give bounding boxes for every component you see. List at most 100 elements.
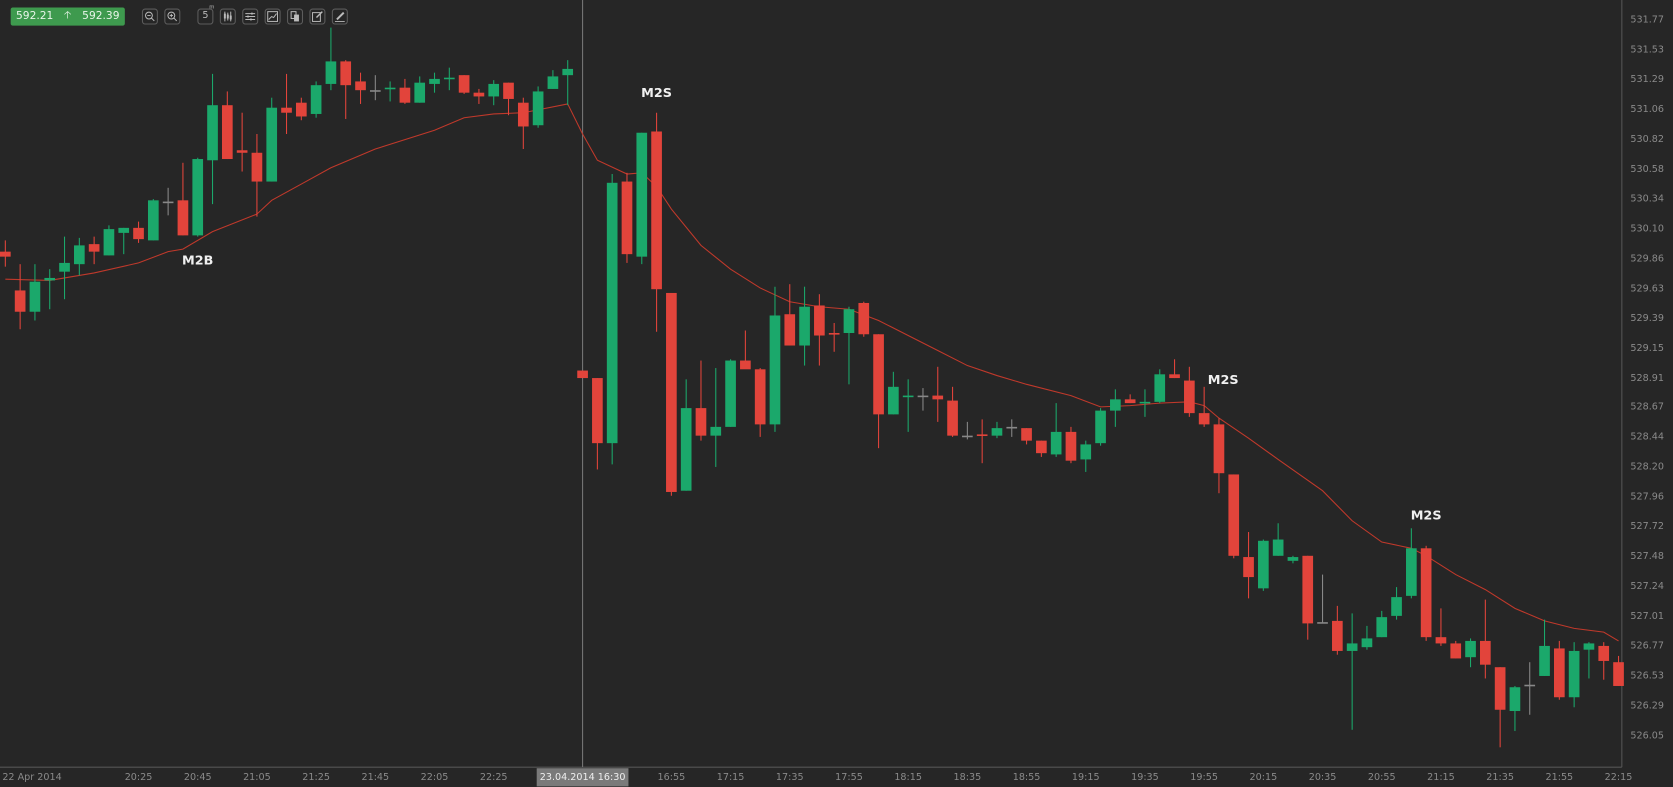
candle-body: [118, 227, 130, 233]
candle: [1613, 655, 1624, 686]
candle: [473, 88, 485, 104]
candle: [340, 60, 352, 119]
candle-body: [710, 426, 722, 436]
candle: [1080, 440, 1092, 472]
zoom-out-icon: [145, 11, 155, 21]
candle-body: [1598, 645, 1610, 661]
candle: [517, 97, 529, 150]
price-tick-label: 531.29: [1630, 74, 1664, 86]
zoom-out-button[interactable]: [141, 8, 158, 25]
candle: [932, 366, 944, 422]
indicators-button[interactable]: [264, 8, 281, 25]
candle-body: [177, 200, 189, 236]
candle: [1258, 539, 1269, 591]
candle-body: [133, 227, 144, 240]
candle: [1243, 532, 1254, 599]
price-tick-label: 530.82: [1630, 134, 1664, 145]
edit-button[interactable]: [309, 8, 326, 25]
candle: [0, 240, 11, 267]
candle: [784, 284, 796, 346]
candle-body: [902, 395, 914, 398]
candle: [1583, 642, 1595, 679]
candle-body: [666, 292, 677, 492]
candle-body: [503, 82, 514, 99]
moving-average-line: [582, 133, 1619, 642]
candle: [1110, 389, 1121, 427]
candle-body: [488, 83, 500, 97]
candle: [295, 97, 307, 121]
candle: [29, 264, 41, 321]
candle-body: [1406, 548, 1417, 596]
copy-button[interactable]: [287, 8, 304, 25]
candle-body: [1554, 648, 1565, 698]
candle-body: [888, 386, 899, 415]
arrow-up-icon: 🡡: [63, 9, 72, 21]
chart-type-button[interactable]: [219, 8, 236, 25]
candle-body: [221, 105, 233, 160]
price-tick-label: 528.67: [1630, 402, 1664, 414]
candle-body: [1124, 399, 1136, 404]
candle: [133, 221, 144, 243]
candle: [814, 294, 825, 366]
time-tick-label: 18:15: [894, 772, 922, 784]
candle-body: [1139, 401, 1151, 404]
signal-annotation: M2S: [1410, 508, 1442, 524]
price-tick-label: 526.53: [1630, 671, 1664, 682]
candle: [592, 378, 603, 470]
candle-body: [1361, 638, 1373, 648]
candle: [1095, 408, 1106, 446]
quote-box[interactable]: 592.21 🡡 592.39: [10, 6, 125, 26]
candle-body: [1169, 374, 1180, 379]
candle: [1554, 640, 1565, 700]
draw-button[interactable]: [331, 8, 348, 25]
candle-body: [873, 334, 884, 415]
candle-body: [73, 245, 85, 265]
candle-body: [1450, 643, 1462, 659]
candle: [1450, 640, 1462, 659]
candle: [488, 80, 500, 106]
candle: [828, 322, 840, 352]
candle: [1287, 555, 1299, 564]
candle: [1154, 369, 1166, 404]
time-tick-label: 17:15: [716, 772, 745, 784]
time-tick-label: 22:05: [420, 772, 449, 784]
indicator-chart-icon: [267, 10, 278, 22]
candle-body: [932, 395, 944, 400]
candle: [902, 379, 914, 432]
candle-body: [532, 91, 544, 126]
time-tick-label: 21:55: [1545, 772, 1574, 784]
candle-body: [547, 76, 559, 89]
time-tick-label: 18:35: [953, 772, 982, 784]
candle: [429, 72, 440, 93]
candle-body: [651, 131, 662, 290]
candle-body: [14, 290, 26, 312]
candle-body: [281, 107, 292, 113]
time-tick-label: 22 Apr 2014: [2, 772, 62, 784]
candle-body: [769, 315, 781, 425]
zoom-in-button[interactable]: [164, 8, 181, 25]
candle: [740, 330, 751, 370]
candle: [147, 199, 159, 241]
ask-price: 592.39: [82, 10, 120, 22]
candle-body: [843, 309, 855, 334]
candle-body: [1317, 622, 1328, 624]
candle: [221, 91, 233, 160]
candle-body: [1184, 380, 1195, 414]
candle-body: [1287, 557, 1299, 561]
timeframe-unit: m: [209, 3, 215, 11]
candle: [666, 292, 677, 496]
price-tick-label: 528.91: [1630, 372, 1664, 384]
candle: [1480, 599, 1491, 679]
price-tick-label: 530.58: [1630, 164, 1664, 175]
candle: [88, 236, 100, 265]
candle: [1317, 574, 1328, 624]
timeframe-value: 5: [202, 10, 209, 22]
candle: [636, 132, 648, 265]
time-tick-label: 21:25: [302, 772, 330, 784]
settings-button[interactable]: [242, 8, 259, 25]
candle: [1391, 587, 1402, 620]
